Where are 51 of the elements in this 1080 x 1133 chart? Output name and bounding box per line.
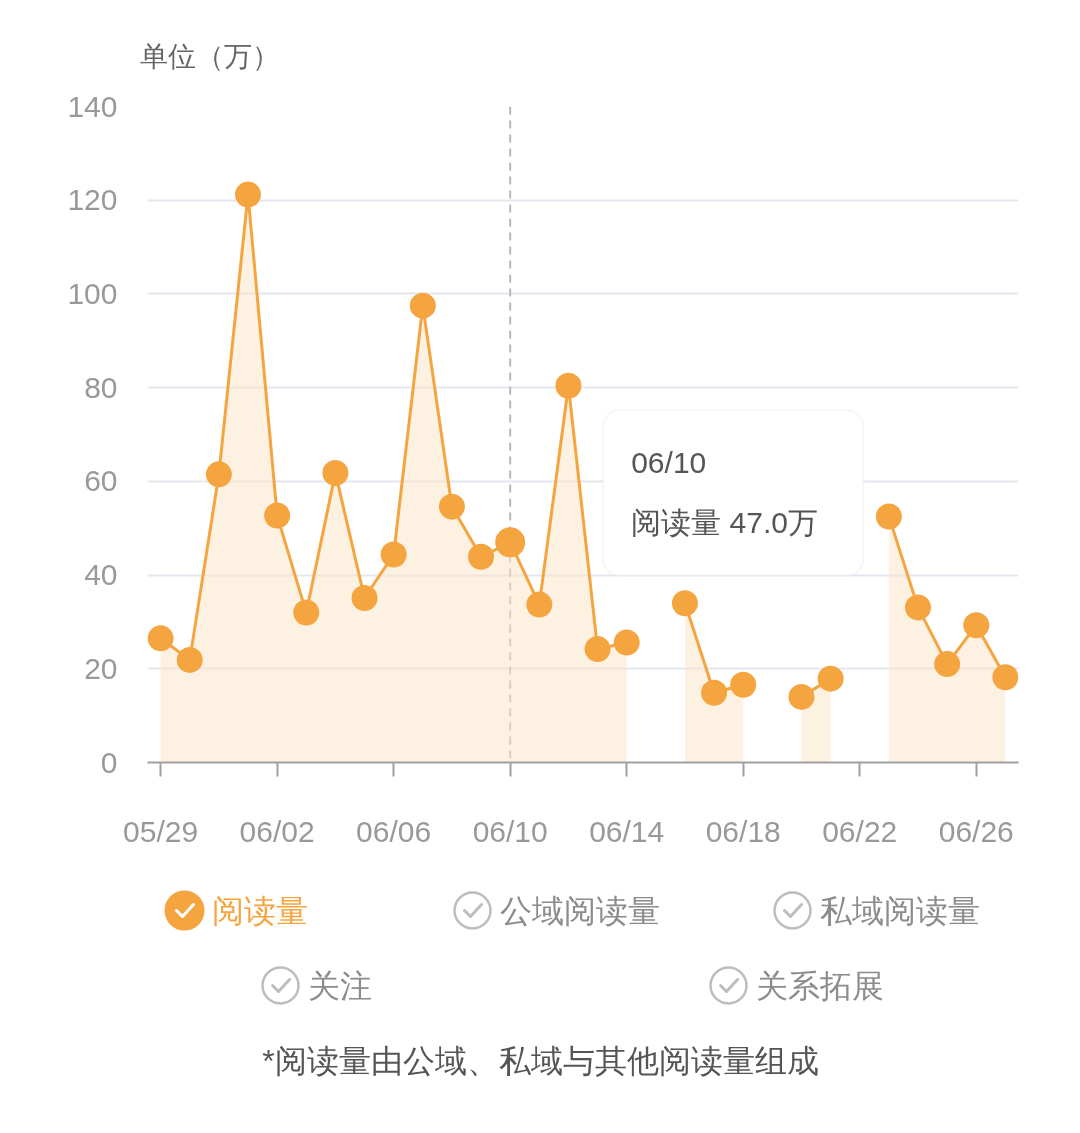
point [905,594,931,621]
point [584,636,611,663]
x-tick-label: 06/06 [356,814,432,848]
x-tick-label: 06/18 [705,814,781,848]
point [875,503,902,530]
point [147,625,174,652]
annotation: 阅读量 47.0万 [631,505,818,539]
point [176,646,203,673]
y-tick-label: 60 [84,464,118,498]
x-tick-label: 05/29 [123,814,199,848]
annotation: 06/10 [631,445,707,479]
y-tick-label: 120 [67,183,118,217]
y-tick-label: 100 [67,276,118,310]
x-tick-label: 06/02 [239,814,315,848]
point [817,665,844,692]
legend-label: 私域阅读量 [819,892,980,929]
point [934,651,961,678]
point [555,372,582,399]
point [526,591,553,618]
y-tick-label: 80 [84,370,118,404]
legend-label: 公域阅读量 [499,892,660,929]
point [264,502,291,529]
x-tick-label: 06/14 [589,814,665,848]
point [788,683,815,710]
point [380,541,407,568]
x-tick-label: 06/26 [938,814,1014,848]
y-tick-label: 40 [84,558,118,592]
text: *阅读量由公域、私域与其他阅读量组成 [262,1042,819,1079]
point [701,679,728,706]
y-tick-label: 20 [84,651,118,685]
point [293,599,320,626]
point [322,459,349,486]
point [438,493,465,520]
point [409,292,436,319]
point [671,590,698,617]
x-tick-label: 06/10 [472,814,548,848]
y-axis-title: 单位（万） [139,40,280,72]
legend-label: 阅读量 [211,892,308,929]
point [730,671,757,698]
point [205,461,232,488]
y-tick-label: 0 [100,745,118,779]
point [613,629,640,656]
point [992,664,1019,691]
legend-label: 关注 [307,967,372,1004]
point [235,181,261,208]
y-tick-label: 140 [67,89,118,123]
x-tick-label: 06/22 [822,814,898,848]
point [351,585,378,612]
legend-label: 关系拓展 [755,967,884,1004]
point [963,612,990,639]
point [468,543,495,570]
